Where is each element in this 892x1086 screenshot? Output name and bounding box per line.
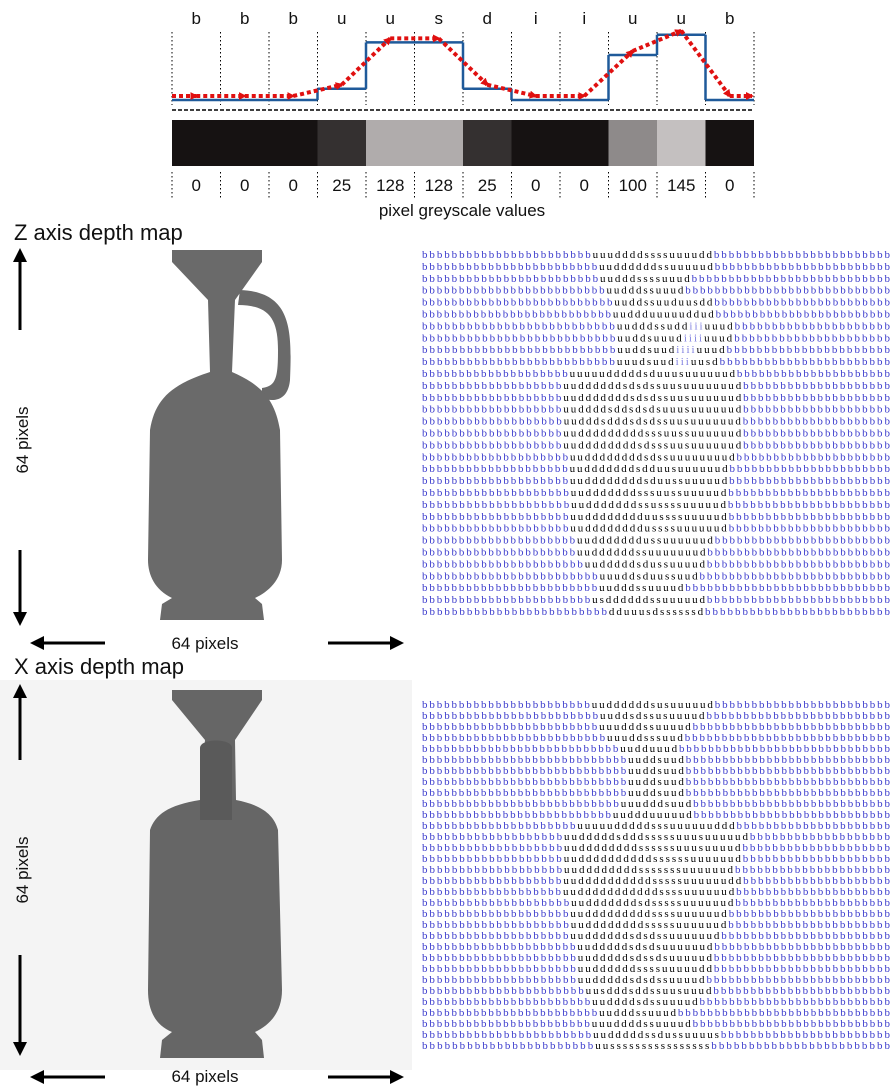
code-row: bbbbbbbbbbbbbbbbbbbbb uuuuu ddddd sss uuuuuu… <box>422 820 891 832</box>
trend-arrow <box>486 82 538 99</box>
grey-cell <box>172 120 221 166</box>
grey-value: 0 <box>725 176 734 195</box>
code-row: bbbbbbbbbbbbbbbbbbbbb uu ddddddd u ss uuuuuu d… <box>422 535 890 547</box>
code-row: bbbbbbbbbbbbbbbbbbbbbbbb uu ddd ss uuuu d bbbb… <box>422 582 890 594</box>
code-row: bbbbbbbbbbbbbbbbbbbbbbbb uuu dd s d uu ss uu d bb… <box>422 570 891 582</box>
letter: b <box>725 9 734 28</box>
code-row: bbbbbbbbbbbbbbbbbbbbb uu dddddd ss uuuuuuu d b… <box>422 547 890 559</box>
code-row: bbbbbbbbbbbbbbbbbbbb uu ddddddd ss u ssss uuuu… <box>422 499 891 511</box>
code-row: bbbbbbbbbbbbbbbbbbbbbbb uu sssssssssssssss… <box>422 1040 891 1052</box>
code-row: bbbbbbbbbbbbbbbbbbbbbb uu ddddd s d u ss uuuu d b… <box>422 558 891 570</box>
code-row: bbbbbbbbbbbbbbbbbbb uu ddd s ddd s d s d ss uu s uuu… <box>422 416 891 428</box>
grey-cell <box>317 120 366 166</box>
code-row: bbbbbbbbbbbbbbbbbbbb uu dddddddd s d ss uuuuuu… <box>422 451 891 463</box>
code-row: bbbbbbbbbbbbbbbbbbb uu dddd s dd s d s d s uuu s uuu… <box>422 404 891 416</box>
grey-value: 128 <box>425 176 453 195</box>
letter: u <box>337 9 346 28</box>
grey-value: 0 <box>580 176 589 195</box>
letter: b <box>289 9 298 28</box>
letter: b <box>192 9 201 28</box>
code-row: bbbbbbbbbbbbbbbbbbbbbbb uuu dddd ssss uuuu dd… <box>422 249 890 261</box>
width-label: 64 pixels <box>171 634 238 653</box>
grey-cell <box>705 120 754 166</box>
z-vase <box>148 250 291 620</box>
code-row: bbbbbbbbbbbbbbbbbbb uu dddddddd sssssss uuuu… <box>422 864 890 876</box>
grey-value: 0 <box>531 176 540 195</box>
trend-arrow <box>631 28 684 53</box>
code-row: bbbbbbbbbbbbbbbbbbbbbbbbbb uu dd ss uu d uu s dd… <box>422 297 891 309</box>
code-row: bbbbbbbbbbbbbbbbbbb uu dddddd s d s d ss uu s uuuu… <box>422 380 891 392</box>
grey-cell <box>560 120 609 166</box>
trend-arrow <box>292 82 344 98</box>
letter: i <box>534 9 538 28</box>
grey-value: 25 <box>332 176 351 195</box>
z-dimension-arrows <box>13 248 404 650</box>
grey-value: 0 <box>289 176 298 195</box>
code-row: bbbbbbbbbbbbbbbbbbb uu ddddddd s d s d ss uu s uuu… <box>422 392 891 404</box>
code-row: bbbbbbbbbbbbbbbbbbbbbbbbb uu ddd ss uuu d bbbb… <box>422 285 890 297</box>
code-row: bbbbbbbbbbbbbbbbbbbb uu ddddddddd ssss uuuuu… <box>422 908 890 920</box>
x-code-grid: bbbbbbbbbbbbbbbbbbbbbbb uu dddddd s u s uuuuu d… <box>422 699 891 1052</box>
code-row: bbbbbbbbbbbbbbbbbbb uu dddddddd s d sss uu s uuu… <box>422 439 891 451</box>
grey-value: 0 <box>192 176 201 195</box>
scale-diagram: b 0 b 0 b 0 u 25 u 128 s 128 d 25 i 0 i 0 u 100 u 145 b 0 <box>171 9 755 198</box>
letter: u <box>628 9 637 28</box>
code-row: bbbbbbbbbbbbbbbbbbbb uu dddddd s d s d ss uuuuuu… <box>422 930 890 942</box>
code-row: bbbbbbbbbbbbbbbbbbb uu ddddddddd sss uu ss uuu… <box>422 428 891 440</box>
grey-cell <box>220 120 269 166</box>
z-code-grid: bbbbbbbbbbbbbbbbbbbbbbb uuu dddd ssss uuuu dd… <box>422 249 891 618</box>
width-label: 64 pixels <box>171 1067 238 1086</box>
scale-caption: pixel greyscale values <box>379 201 545 220</box>
grey-cell <box>269 120 318 166</box>
height-label: 64 pixels <box>13 406 32 473</box>
letter: i <box>582 9 586 28</box>
letter: u <box>386 9 395 28</box>
section-title: Z axis depth map <box>14 220 183 245</box>
code-row: bbbbbbbbbbbbbbbbbbbbbbbb uu ddd ssss uuu d bbb… <box>422 273 890 285</box>
code-row: bbbbbbbbbbbbbbbbbbbbbbbbbb uu ddd ss u dd iii u… <box>422 320 891 332</box>
code-row: bbbbbbbbbbbbbbbbbbbb uu dddddddd uu ssss uuuu… <box>422 511 890 523</box>
grey-cell <box>366 120 415 166</box>
code-row: bbbbbbbbbbbbbbbbbbbbbbbbb dd uuu s d ssssss d b… <box>422 606 890 618</box>
grey-cell <box>414 120 463 166</box>
code-row: bbbbbbbbbbbbbbbbbbbbbbbb uu dddddd ss uuuuu d… <box>422 261 890 273</box>
code-row: bbbbbbbbbbbbbbbbbbbbbbbbbb uuu d s uu d iii uu s… <box>422 356 891 368</box>
grey-value: 128 <box>376 176 404 195</box>
letter: u <box>677 9 686 28</box>
code-row: bbbbbbbbbbbbbbbbbbbb uu ddddddd s dd uu s uuuuu… <box>422 463 890 475</box>
code-row: bbbbbbbbbbbbbbbbbbbbbbbbbb uu dd s uu d iiii uu… <box>422 344 891 356</box>
section-title: X axis depth map <box>14 654 184 679</box>
letter: d <box>483 9 492 28</box>
grey-value: 100 <box>619 176 647 195</box>
code-row: bbbbbbbbbbbbbbbbbbbbb uu ddddd s d s d ss uuuu d b… <box>422 974 890 986</box>
grey-cell <box>511 120 560 166</box>
code-row: bbbbbbbbbbbbbbbbbbbbbbbbbbb uu dd uuu d bbbbb… <box>422 743 891 755</box>
grey-cell <box>657 120 706 166</box>
code-row: bbbbbbbbbbbbbbbbbbbbbbbbbbb uuu ddd s uu d bbb… <box>422 798 891 810</box>
grey-cell <box>463 120 512 166</box>
code-row: bbbbbbbbbbbbbbbbbbbbbbbbbb uu ddd uuuuu d bbb… <box>422 809 891 821</box>
height-label: 64 pixels <box>13 836 32 903</box>
code-row: bbbbbbbbbbbbbbbbbbbb uu ddddddd sss uu ss uuuu… <box>422 487 891 499</box>
code-row: bbbbbbbbbbbbbbbbbbbbb uu ddddd s d s d s uuuuuu d… <box>422 941 891 953</box>
x-vase <box>148 690 282 1058</box>
code-row: bbbbbbbbbbbbbbbbbbbbbbbbbb uu dd s uuu d iiii u… <box>422 332 891 344</box>
grey-value: 25 <box>478 176 497 195</box>
letter: s <box>435 9 444 28</box>
grey-value: 145 <box>667 176 695 195</box>
code-row: bbbbbbbbbbbbbbbbbbbb uu dddddddd u ssss uuuuu… <box>422 523 890 535</box>
code-row: bbbbbbbbbbbbbbbbbbbb uuuuu ddddd s d uuu s uuuu… <box>422 368 890 380</box>
grey-cell <box>608 120 657 166</box>
code-row: bbbbbbbbbbbbbbbbbbbbbbbbbb uu ddd uuuuu dd u d… <box>422 309 891 321</box>
letter: b <box>240 9 249 28</box>
code-row: bbbbbbbbbbbbbbbbbbb uu ddddd s ddd sssss uuu s u… <box>422 831 890 843</box>
code-row: bbbbbbbbbbbbbbbbbbbbbbb u s dddddd ss uuuuu d b… <box>422 594 891 606</box>
grey-value: 0 <box>240 176 249 195</box>
x-dimension-arrows <box>13 684 404 1084</box>
code-row: bbbbbbbbbbbbbbbbbbbb uu dddddddd s d uu ss uuuu… <box>422 475 891 487</box>
